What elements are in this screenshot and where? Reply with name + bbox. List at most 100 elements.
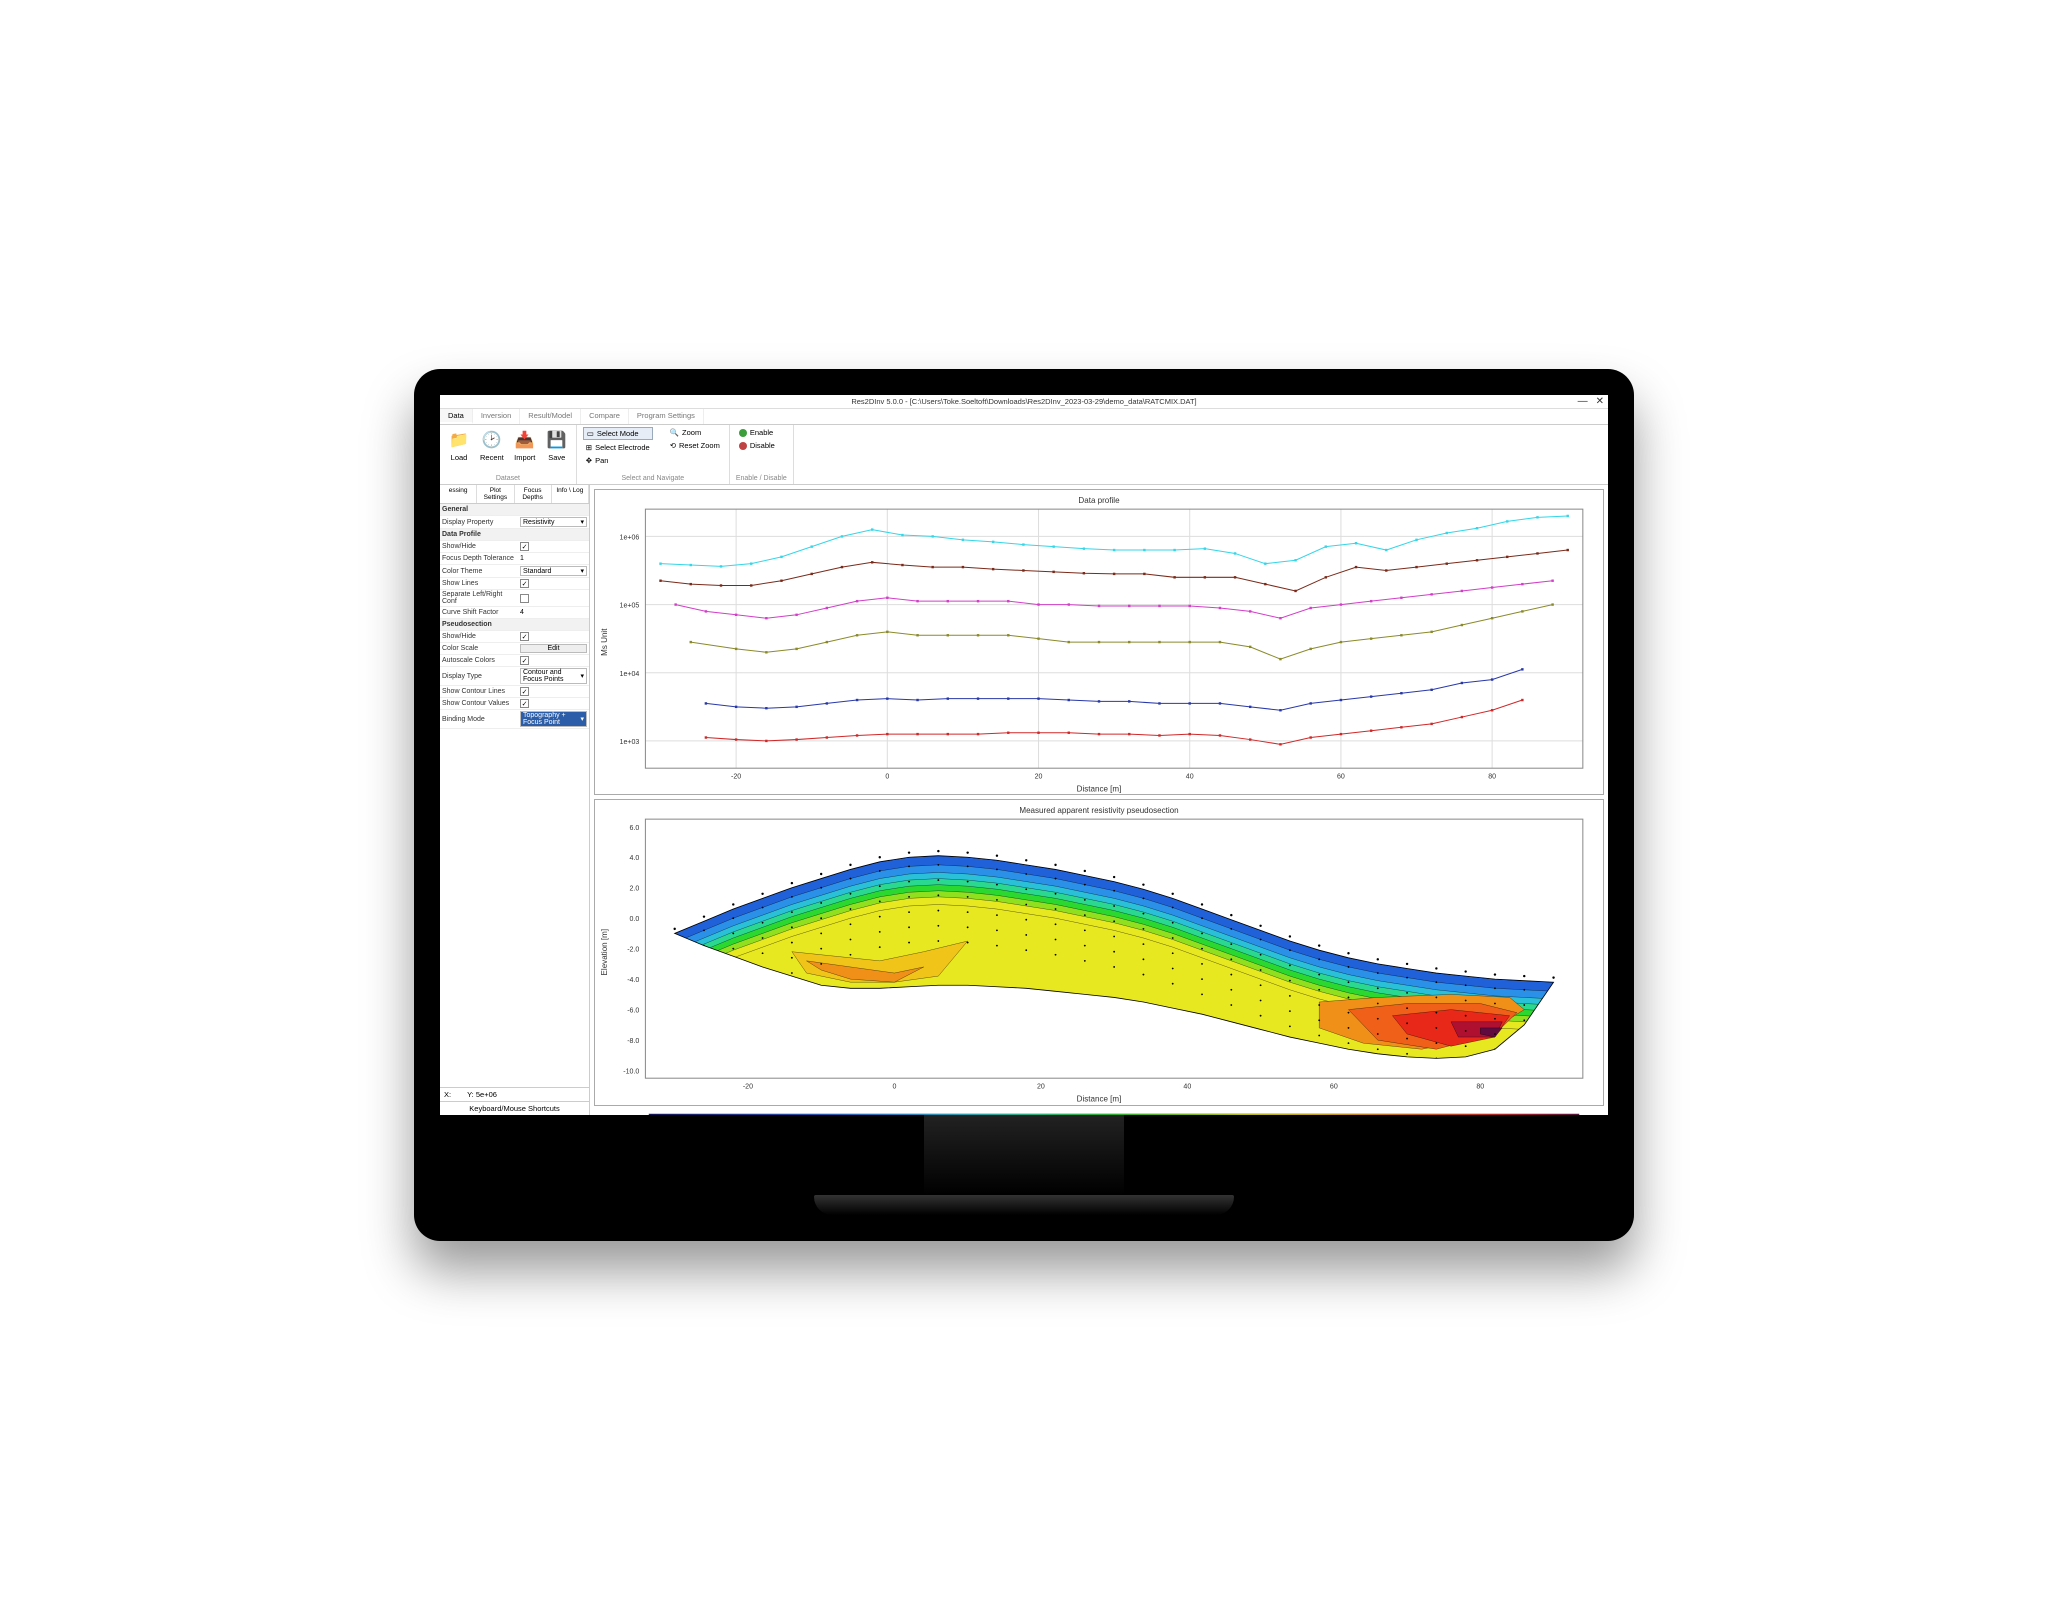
- y-readout: Y: 5e+06: [467, 1090, 497, 1099]
- side-panel: essingPlot SettingsFocus DepthsInfo \ Lo…: [440, 485, 590, 1115]
- minimize-button[interactable]: —: [1578, 395, 1588, 409]
- svg-text:1e+06: 1e+06: [620, 534, 640, 541]
- ribbon-group-selectnav: ▭Select Mode ⊞Select Electrode ✥Pan 🔍Zoo…: [577, 425, 730, 484]
- svg-text:0: 0: [885, 773, 889, 780]
- prop-row: Binding ModeTopography + Focus Point▾: [440, 710, 589, 729]
- load-icon: 📁: [448, 429, 470, 451]
- svg-text:-20: -20: [731, 773, 741, 780]
- svg-text:80: 80: [1476, 1084, 1484, 1091]
- ribbon-group-dataset: 📁Load🕑Recent📥Import💾Save Dataset: [440, 425, 577, 484]
- title-bar: Res2DInv 5.0.0 - [C:\Users\Toke.Soeltoft…: [440, 395, 1608, 409]
- svg-text:60: 60: [1337, 773, 1345, 780]
- ribbon-group-label: Select and Navigate: [583, 475, 723, 482]
- reset-zoom-button[interactable]: ⟲Reset Zoom: [667, 440, 723, 451]
- checkbox[interactable]: ✓: [520, 656, 529, 665]
- x-readout: X:: [444, 1090, 451, 1099]
- dropdown[interactable]: Topography + Focus Point▾: [520, 711, 587, 727]
- side-tab-0[interactable]: essing: [440, 485, 477, 503]
- main-tab-compare[interactable]: Compare: [581, 409, 629, 424]
- ribbon: 📁Load🕑Recent📥Import💾Save Dataset ▭Select…: [440, 425, 1608, 485]
- side-tabs: essingPlot SettingsFocus DepthsInfo \ Lo…: [440, 485, 589, 504]
- color-scale-legend: Ohmm 702006001680: [594, 1110, 1604, 1115]
- dropdown[interactable]: Resistivity▾: [520, 517, 587, 527]
- svg-text:2.0: 2.0: [630, 886, 640, 893]
- svg-text:1e+04: 1e+04: [620, 671, 640, 678]
- svg-text:Measured apparent resistivity: Measured apparent resistivity pseudosect…: [1019, 806, 1178, 815]
- main-tab-programsettings[interactable]: Program Settings: [629, 409, 704, 424]
- edit-button[interactable]: Edit: [520, 644, 587, 653]
- svg-text:0.0: 0.0: [630, 917, 640, 924]
- checkbox[interactable]: ✓: [520, 687, 529, 696]
- disable-button[interactable]: Disable: [736, 440, 778, 451]
- svg-text:1e+05: 1e+05: [620, 603, 640, 610]
- checkbox[interactable]: ✓: [520, 632, 529, 641]
- side-tab-2[interactable]: Focus Depths: [515, 485, 552, 503]
- text-value[interactable]: 4: [520, 609, 524, 616]
- dropdown[interactable]: Contour and Focus Points▾: [520, 668, 587, 684]
- checkbox[interactable]: ✓: [520, 579, 529, 588]
- pan-button[interactable]: ✥Pan: [583, 455, 653, 466]
- prop-row: Show/Hide✓: [440, 631, 589, 643]
- chart-area: Data profile -20 0 20 40 60 80 1e+03 1e+04 1e+05 1…: [590, 485, 1608, 1115]
- prop-row: Curve Shift Factor4: [440, 607, 589, 619]
- monitor-frame: Res2DInv 5.0.0 - [C:\Users\Toke.Soeltoft…: [414, 369, 1634, 1241]
- main-tab-inversion[interactable]: Inversion: [473, 409, 520, 424]
- checkbox[interactable]: ✓: [520, 542, 529, 551]
- prop-row: Color ThemeStandard▾: [440, 565, 589, 578]
- svg-text:4.0: 4.0: [630, 856, 640, 863]
- main-tab-data[interactable]: Data: [440, 409, 473, 424]
- prop-row: Show/Hide✓: [440, 541, 589, 553]
- checkbox[interactable]: [520, 594, 529, 603]
- data-profile-chart[interactable]: Data profile-200204060801e+031e+041e+051…: [594, 489, 1604, 795]
- monitor-stand-neck: [924, 1115, 1124, 1195]
- prop-row: Autoscale Colors✓: [440, 655, 589, 667]
- svg-text:-8.0: -8.0: [627, 1039, 639, 1046]
- side-tab-1[interactable]: Plot Settings: [477, 485, 514, 503]
- svg-text:40: 40: [1183, 1084, 1191, 1091]
- prop-row: Separate Left/Right Conf: [440, 590, 589, 607]
- svg-text:-10.0: -10.0: [623, 1069, 639, 1076]
- svg-text:1e+03: 1e+03: [620, 739, 640, 746]
- monitor-stand-base: [814, 1195, 1234, 1215]
- prop-row: Show Lines✓: [440, 578, 589, 590]
- text-value[interactable]: 1: [520, 555, 524, 562]
- svg-text:Ms Unit: Ms Unit: [600, 628, 609, 656]
- main-tab-resultmodel[interactable]: Result/Model: [520, 409, 581, 424]
- zoom-button[interactable]: 🔍Zoom: [667, 427, 723, 438]
- property-grid: GeneralDisplay PropertyResistivity▾Data …: [440, 504, 589, 796]
- svg-text:6.0: 6.0: [630, 825, 640, 832]
- side-tab-3[interactable]: Info \ Log: [552, 485, 589, 503]
- import-button[interactable]: 📥Import: [512, 427, 538, 464]
- svg-text:40: 40: [1186, 773, 1194, 780]
- prop-row: Color ScaleEdit: [440, 643, 589, 655]
- window-title: Res2DInv 5.0.0 - [C:\Users\Toke.Soeltoft…: [851, 397, 1196, 406]
- svg-text:20: 20: [1035, 773, 1043, 780]
- prop-row: Show Contour Values✓: [440, 698, 589, 710]
- svg-text:Distance [m]: Distance [m]: [1077, 1095, 1122, 1104]
- svg-text:Elevation [m]: Elevation [m]: [600, 929, 609, 976]
- select-electrode-button[interactable]: ⊞Select Electrode: [583, 442, 653, 453]
- main-tabs: DataInversionResult/ModelCompareProgram …: [440, 409, 1608, 425]
- select-mode-button[interactable]: ▭Select Mode: [583, 427, 653, 440]
- checkbox[interactable]: ✓: [520, 699, 529, 708]
- svg-text:-20: -20: [743, 1084, 753, 1091]
- dropdown[interactable]: Standard▾: [520, 566, 587, 576]
- save-icon: 💾: [546, 429, 568, 451]
- svg-text:60: 60: [1330, 1084, 1338, 1091]
- ribbon-group-label: Enable / Disable: [736, 475, 787, 482]
- enable-button[interactable]: Enable: [736, 427, 776, 438]
- svg-text:Distance [m]: Distance [m]: [1077, 784, 1122, 793]
- pseudosection-chart[interactable]: Measured apparent resistivity pseudosect…: [594, 799, 1604, 1105]
- prop-row: Show Contour Lines✓: [440, 686, 589, 698]
- keyboard-shortcuts-button[interactable]: Keyboard/Mouse Shortcuts: [440, 1101, 589, 1115]
- ribbon-group-enabledisable: Enable Disable Enable / Disable: [730, 425, 794, 484]
- prop-row: Focus Depth Tolerance1: [440, 553, 589, 565]
- close-button[interactable]: ✕: [1596, 395, 1604, 409]
- save-button[interactable]: 💾Save: [544, 427, 570, 464]
- load-button[interactable]: 📁Load: [446, 427, 472, 464]
- recent-button[interactable]: 🕑Recent: [478, 427, 506, 464]
- svg-text:Data profile: Data profile: [1078, 496, 1120, 505]
- prop-row: Display TypeContour and Focus Points▾: [440, 667, 589, 686]
- svg-text:-6.0: -6.0: [627, 1008, 639, 1015]
- prop-row: Display PropertyResistivity▾: [440, 516, 589, 529]
